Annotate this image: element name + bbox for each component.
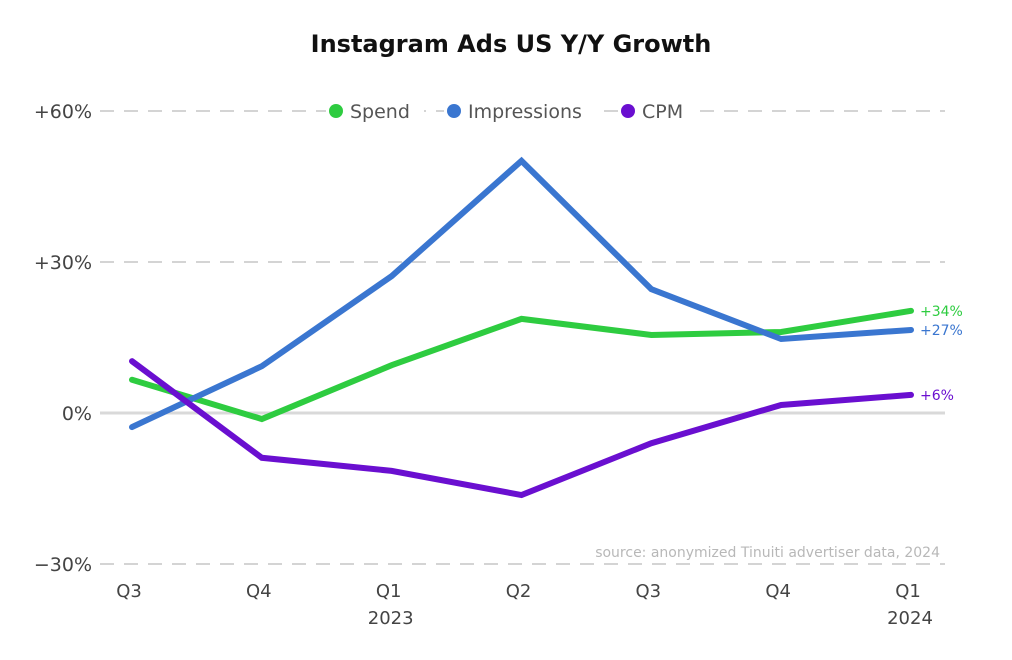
- end-label-spend: +34%: [920, 304, 963, 320]
- x-tick-label: Q1: [895, 581, 921, 602]
- x-tick-label: Q2: [506, 581, 532, 602]
- y-axis: +60% +30% 0% −30%: [34, 101, 92, 576]
- end-labels: +34% +27% +6%: [920, 304, 963, 404]
- end-label-cpm: +6%: [920, 388, 954, 404]
- x-tick-label: Q1: [376, 581, 402, 602]
- legend-label-cpm: CPM: [642, 101, 683, 123]
- end-label-impressions: +27%: [920, 323, 963, 339]
- x-tick-year-label: 2024: [887, 608, 933, 629]
- y-tick-label: 0%: [62, 403, 92, 425]
- y-tick-label: −30%: [34, 554, 92, 576]
- legend-label-spend: Spend: [350, 101, 410, 123]
- x-axis: Q3 Q4 Q1 2023 Q2 Q3 Q4 Q1 2024: [116, 581, 933, 629]
- x-tick-label: Q4: [765, 581, 791, 602]
- series-lines: [129, 156, 914, 499]
- y-tick-label: +30%: [34, 252, 92, 274]
- legend-marker-cpm: [621, 104, 635, 118]
- y-tick-label: +60%: [34, 101, 92, 123]
- x-tick-label: Q3: [116, 581, 142, 602]
- source-annotation: source: anonymized Tinuiti advertiser da…: [595, 545, 940, 561]
- x-tick-label: Q4: [246, 581, 272, 602]
- legend-label-impressions: Impressions: [468, 101, 582, 123]
- chart-title: Instagram Ads US Y/Y Growth: [311, 30, 712, 58]
- series-line-impressions: [129, 156, 914, 431]
- x-tick-year-label: 2023: [368, 608, 414, 629]
- x-tick-label: Q3: [636, 581, 662, 602]
- legend-marker-spend: [329, 104, 343, 118]
- series-line-cpm: [129, 358, 914, 499]
- legend: Spend Impressions CPM: [326, 97, 696, 125]
- legend-backing: [444, 97, 602, 125]
- legend-marker-impressions: [447, 104, 461, 118]
